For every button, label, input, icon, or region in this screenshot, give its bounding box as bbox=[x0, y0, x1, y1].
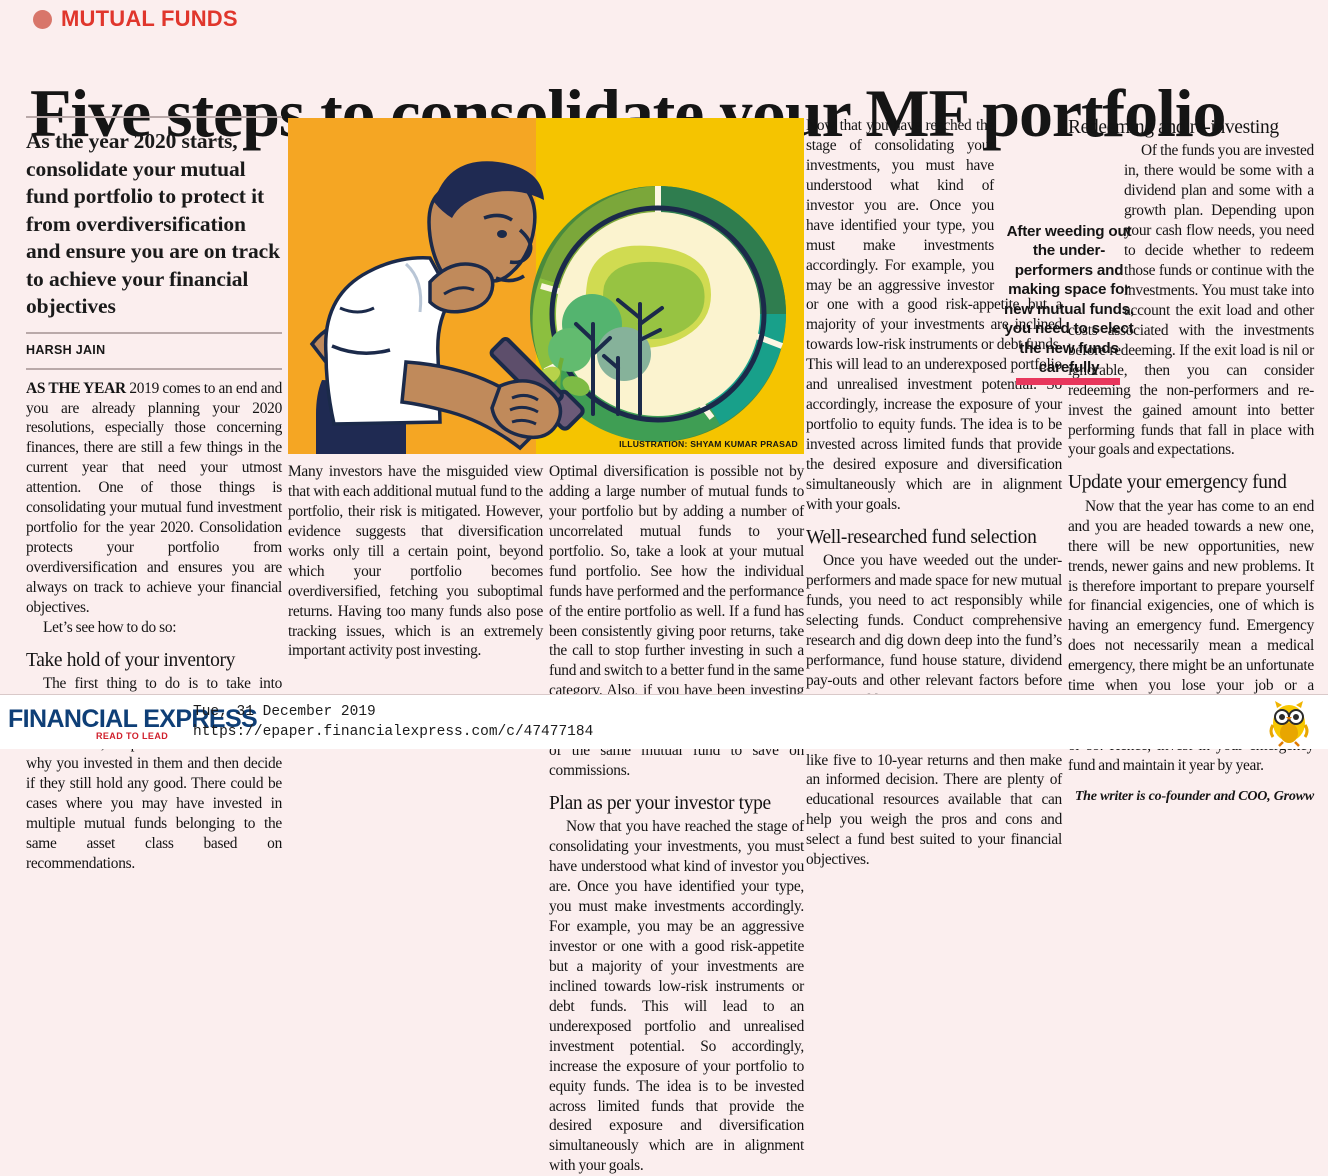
financial-express-tagline: READ TO LEAD bbox=[96, 731, 169, 741]
illustration-credit: ILLUSTRATION: SHYAM KUMAR PRASAD bbox=[619, 439, 798, 449]
lead-rest: 2019 comes to an end and you are already… bbox=[26, 379, 282, 616]
section-heading-fund-selection: Well-researched fund selection bbox=[806, 526, 1037, 548]
section-kicker: MUTUAL FUNDS bbox=[33, 8, 238, 30]
divider-rule bbox=[26, 367, 282, 370]
lead-paragraph: AS THE YEAR 2019 comes to an end and you… bbox=[26, 379, 282, 618]
section-heading-inventory: Take hold of your inventory bbox=[26, 649, 236, 671]
article-deck: As the year 2020 starts, consolidate you… bbox=[26, 129, 280, 319]
newspaper-page: MUTUAL FUNDS Five steps to consolidate y… bbox=[0, 7, 1328, 1175]
pull-quote: After weeding out the under-performers a… bbox=[1004, 223, 1134, 377]
paragraph: Now that you have reached the stage of c… bbox=[806, 117, 1062, 513]
financial-express-logo: FINANCIAL EXPRESS bbox=[8, 705, 258, 733]
owl-mascot-icon bbox=[1269, 701, 1309, 747]
bullet-dot-icon bbox=[33, 9, 52, 29]
divider-rule bbox=[26, 116, 282, 118]
man-with-magnifier-illustration bbox=[309, 161, 563, 454]
kicker-label: MUTUAL FUNDS bbox=[61, 6, 238, 31]
paragraph: Of the funds you are invested in, there … bbox=[1068, 142, 1314, 459]
divider-rule bbox=[26, 331, 282, 334]
section-heading-emergency-fund: Update your emergency fund bbox=[1068, 472, 1287, 494]
epaper-url[interactable]: https://epaper.financialexpress.com/c/47… bbox=[193, 724, 594, 740]
illustration-artwork bbox=[288, 118, 804, 454]
magnifier-icon bbox=[489, 186, 786, 442]
publication-date: Tue, 31 December 2019 bbox=[193, 704, 376, 720]
column-2: Many investors have the misguided view t… bbox=[288, 462, 543, 661]
section-heading-investor-type: Plan as per your investor type bbox=[549, 793, 771, 814]
paragraph: Many investors have the misguided view t… bbox=[288, 463, 543, 660]
lead-bold-intro: AS THE YEAR bbox=[26, 379, 126, 397]
epaper-footer: FINANCIAL EXPRESS READ TO LEAD Tue, 31 D… bbox=[0, 694, 1328, 749]
paragraph: Now that you have reached the stage of c… bbox=[549, 818, 804, 1175]
paragraph: Let’s see how to do so: bbox=[43, 618, 177, 636]
section-heading-redeeming: Redeeming and re-investing bbox=[1068, 117, 1279, 138]
writer-signoff: The writer is co-founder and COO, Groww bbox=[1074, 788, 1314, 804]
column-3: Optimal diversification is possible not … bbox=[549, 462, 804, 1176]
pull-quote-rule bbox=[1016, 378, 1120, 385]
author-byline: HARSH JAIN bbox=[26, 342, 106, 357]
column-1: As the year 2020 starts, consolidate you… bbox=[26, 116, 282, 874]
article-illustration: ILLUSTRATION: SHYAM KUMAR PRASAD bbox=[288, 118, 804, 454]
